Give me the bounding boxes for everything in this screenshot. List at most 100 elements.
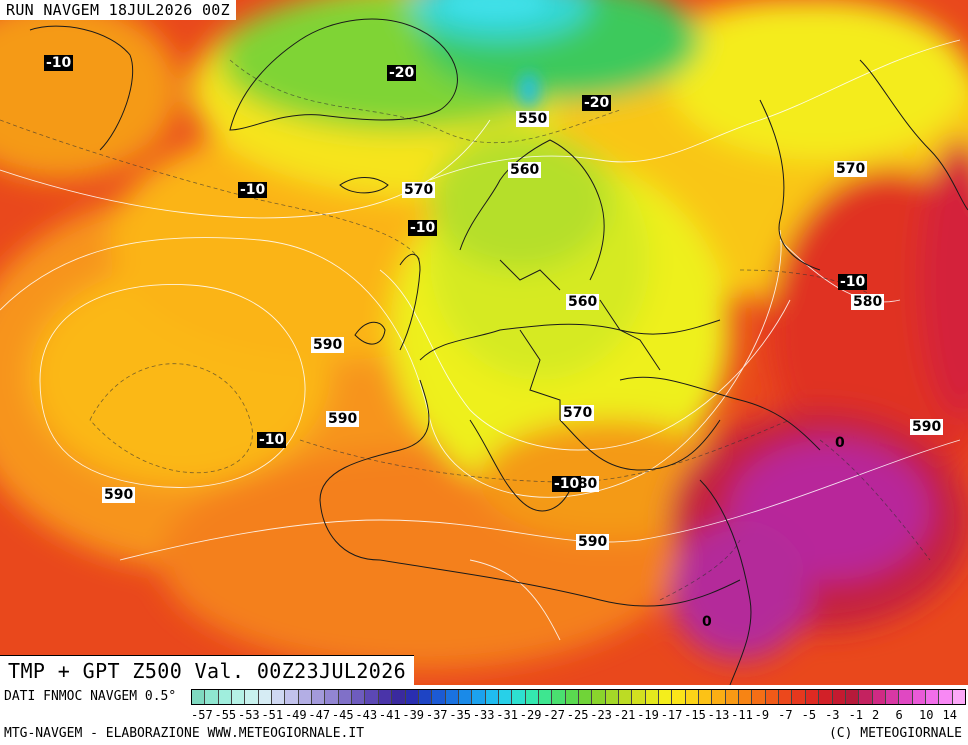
colorbar-swatch: [485, 690, 499, 704]
colorbar-swatch: [578, 690, 593, 704]
colorbar-swatch: [939, 690, 953, 704]
colorbar-swatch: [432, 690, 446, 704]
colorbar-swatch: [205, 690, 219, 704]
tmp-label: -10: [408, 220, 438, 236]
colorbar-swatch: [685, 690, 700, 704]
colorbar-swatch: [512, 690, 526, 704]
colorbar-swatch: [739, 690, 753, 704]
colorbar-swatch: [365, 690, 379, 704]
colorbar-tick-label: 14: [942, 708, 957, 722]
colorbar-swatch: [405, 690, 419, 704]
colorbar-tick-label: -53: [237, 708, 260, 722]
colorbar-swatch: [952, 690, 965, 704]
gpt-label: 590: [102, 487, 136, 503]
colorbar-swatch: [538, 690, 553, 704]
colorbar-swatch: [552, 690, 566, 704]
tmp-label: -20: [387, 65, 417, 81]
coastlines: [29, 18, 968, 685]
colorbar-swatch: [272, 690, 286, 704]
colorbar-swatch: [792, 690, 806, 704]
tmp-label: -10: [44, 55, 74, 71]
colorbar-tick-label: -21: [613, 708, 636, 722]
colorbar-swatch: [619, 690, 633, 704]
colorbar-tick-label: -1: [848, 708, 864, 722]
tmp-label: -10: [838, 274, 868, 290]
colorbar-tick-label: -49: [284, 708, 307, 722]
colorbar-swatch: [565, 690, 579, 704]
colorbar-tick-label: -13: [707, 708, 730, 722]
colorbar-swatch: [472, 690, 486, 704]
colorbar-swatch: [925, 690, 940, 704]
colorbar-tick-label: -29: [519, 708, 542, 722]
colorbar-swatch: [845, 690, 860, 704]
colorbar-swatch: [645, 690, 660, 704]
colorbar-tick-label: -27: [543, 708, 565, 722]
colorbar-tick-label: -17: [660, 708, 683, 722]
colorbar-tick-label: -25: [566, 708, 589, 722]
tmp-label: -10: [238, 182, 268, 198]
colorbar-swatch: [859, 690, 873, 704]
colorbar-tick-label: -43: [355, 708, 378, 722]
footer-credit: MTG-NAVGEM - ELABORAZIONE WWW.METEOGIORN…: [4, 726, 365, 741]
colorbar-swatch: [712, 690, 726, 704]
cold-core: [445, 0, 545, 108]
colorbar-swatch: [392, 690, 406, 704]
geopotential-isolines: [0, 39, 961, 641]
colorbar-tick-label: -41: [378, 708, 401, 722]
colorbar-tick-label: -37: [425, 708, 448, 722]
tmp-label: -10: [552, 476, 582, 492]
gpt-label: 550: [516, 111, 550, 127]
run-title: RUN NAVGEM 18JUL2026 00Z: [0, 0, 236, 20]
colorbar-swatch: [872, 690, 886, 704]
gpt-label: 570: [561, 405, 595, 421]
colorbar-swatch: [632, 690, 646, 704]
colorbar-swatch: [899, 690, 913, 704]
gpt-label: 590: [910, 419, 944, 435]
colorbar-swatch: [832, 690, 846, 704]
gpt-label: 590: [576, 534, 610, 550]
colorbar-swatch: [805, 690, 820, 704]
colorbar-tick-label: -19: [637, 708, 659, 722]
colorbar-tick-label: -39: [402, 708, 425, 722]
gpt-label: 580: [851, 294, 885, 310]
colorbar-tick-label: -5: [801, 708, 817, 722]
colorbar-swatch: [312, 690, 326, 704]
colorbar-tick-label: -55: [214, 708, 237, 722]
colorbar: [191, 689, 966, 705]
gpt-label: 570: [402, 182, 436, 198]
colorbar-tick-label: -15: [684, 708, 706, 722]
colorbar-swatch: [525, 690, 539, 704]
gpt-label: 560: [508, 162, 542, 178]
colorbar-tick-label: 2: [872, 708, 880, 722]
colorbar-swatch: [192, 690, 206, 704]
colorbar-swatch: [699, 690, 713, 704]
colorbar-swatch: [885, 690, 900, 704]
colorbar-tick-label: -23: [590, 708, 612, 722]
colorbar-swatch: [605, 690, 619, 704]
colorbar-ticks: -57 -55 -53 -51 -49 -47 -45 -43 -41 -39 -37 -35 -33-…: [191, 707, 966, 725]
colorbar-swatch: [779, 690, 793, 704]
colorbar-tick-label: -45: [331, 708, 354, 722]
tmp-label: 0: [835, 435, 845, 451]
colorbar-swatch: [258, 690, 273, 704]
colorbar-tick-label: -57: [191, 708, 213, 722]
colorbar-swatch: [245, 690, 259, 704]
colorbar-tick-label: -31: [496, 708, 518, 722]
colorbar-tick-label: 10: [919, 708, 934, 722]
colorbar-tick-label: -7: [778, 708, 793, 722]
valid-title: TMP + GPT Z500 Val. 00Z23JUL2026: [0, 655, 415, 685]
colorbar-swatch: [352, 690, 366, 704]
colorbar-tick-label: -47: [308, 708, 331, 722]
tmp-label: -10: [257, 432, 287, 448]
colorbar-swatch: [498, 690, 513, 704]
colorbar-swatch: [285, 690, 299, 704]
colorbar-swatch: [218, 690, 233, 704]
colorbar-swatch: [659, 690, 673, 704]
data-source: DATI FNMOC NAVGEM 0.5°: [4, 689, 177, 704]
footer: MTG-NAVGEM - ELABORAZIONE WWW.METEOGIORN…: [0, 723, 968, 745]
gpt-label: 590: [326, 411, 360, 427]
colorbar-swatch: [672, 690, 686, 704]
colorbar-swatch: [338, 690, 353, 704]
gpt-label: 570: [834, 161, 868, 177]
colorbar-swatch: [458, 690, 473, 704]
